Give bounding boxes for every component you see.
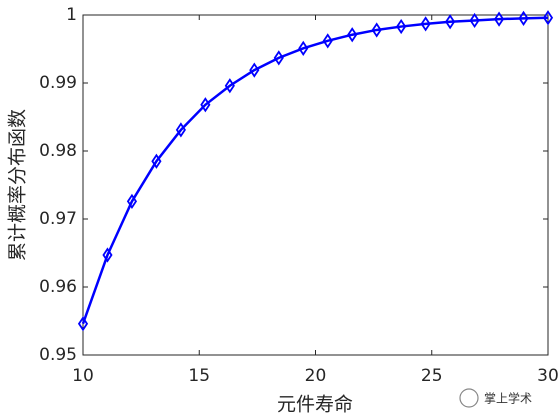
data-point bbox=[200, 97, 211, 113]
data-point bbox=[175, 122, 186, 138]
x-tick-label: 30 bbox=[537, 366, 559, 386]
data-point bbox=[493, 11, 505, 27]
x-tick-label: 15 bbox=[188, 366, 210, 386]
x-tick-label: 10 bbox=[72, 366, 94, 386]
y-tick-label: 0.95 bbox=[39, 345, 77, 365]
data-point bbox=[396, 18, 407, 35]
y-tick-label: 0.98 bbox=[39, 141, 77, 161]
data-point bbox=[371, 22, 382, 38]
data-point bbox=[224, 78, 235, 94]
data-point bbox=[298, 40, 309, 56]
data-point bbox=[249, 62, 260, 78]
data-point bbox=[322, 33, 333, 49]
watermark-icon bbox=[459, 388, 479, 408]
data-point bbox=[518, 10, 529, 27]
data-point bbox=[273, 50, 284, 66]
x-tick-label: 20 bbox=[305, 366, 327, 386]
data-point bbox=[102, 247, 113, 263]
y-tick-label: 1 bbox=[66, 5, 77, 25]
watermark: 掌上学术 bbox=[459, 388, 532, 408]
data-point bbox=[151, 153, 162, 169]
x-axis-title: 元件寿命 bbox=[277, 394, 353, 416]
data-point bbox=[445, 14, 456, 30]
y-axis-title: 累计概率分布函数 bbox=[7, 109, 29, 261]
y-tick-label: 0.99 bbox=[39, 73, 77, 93]
watermark-text: 掌上学术 bbox=[484, 391, 532, 406]
data-point bbox=[347, 27, 358, 43]
data-point bbox=[77, 316, 89, 332]
y-tick-label: 0.97 bbox=[39, 209, 77, 229]
data-point bbox=[126, 193, 138, 209]
x-tick-label: 25 bbox=[421, 366, 443, 386]
data-point bbox=[469, 12, 480, 29]
y-tick-label: 0.96 bbox=[39, 277, 77, 297]
axes-box bbox=[82, 14, 549, 356]
data-point bbox=[542, 10, 554, 26]
data-point bbox=[420, 16, 431, 32]
